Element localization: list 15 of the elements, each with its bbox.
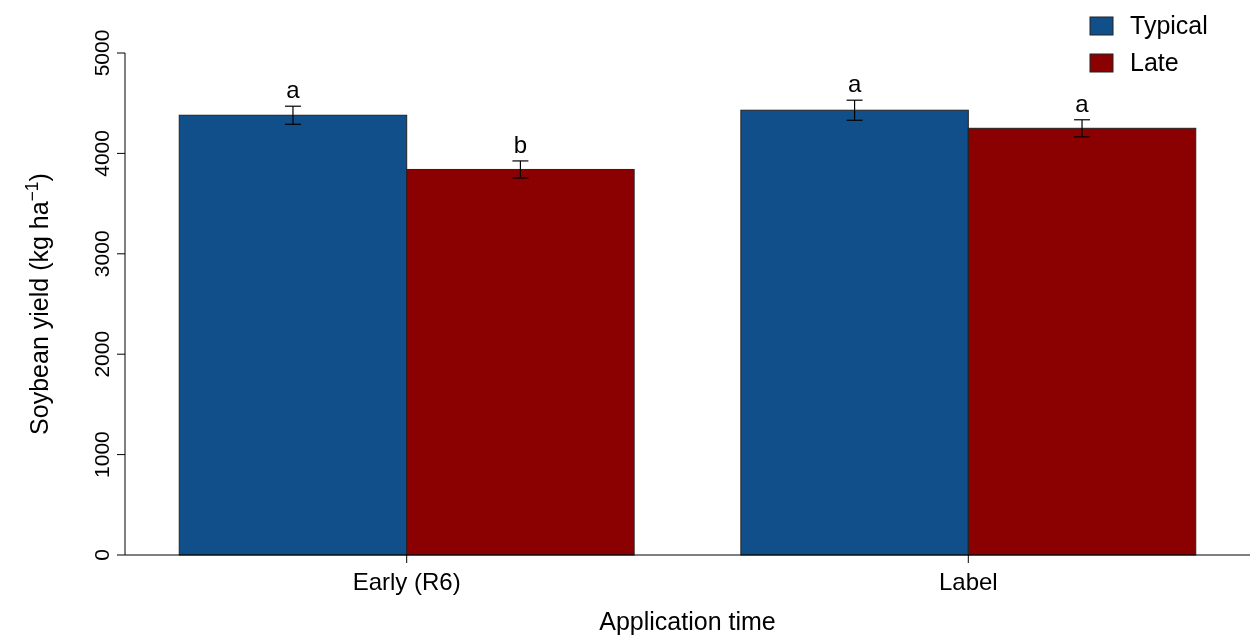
annotation: b [513,130,528,158]
y-tick-label: 0 [90,549,113,561]
x-tick-label: Early (R6) [352,568,461,595]
y-tick-label: 4000 [90,130,113,177]
legend-label: Late [1130,48,1179,76]
x-axis-title: Application time [599,607,776,635]
y-tick-label: 2000 [90,330,113,378]
legend-label: Typical [1130,11,1208,39]
annotation: a [286,76,301,104]
y-tick-label: 1000 [90,431,113,478]
y-tick-label: 3000 [90,230,113,278]
x-tick-label: Label [938,568,998,595]
annotation: a [847,70,862,98]
y-tick-label: 5000 [90,29,113,77]
annotation: a [1075,89,1090,117]
